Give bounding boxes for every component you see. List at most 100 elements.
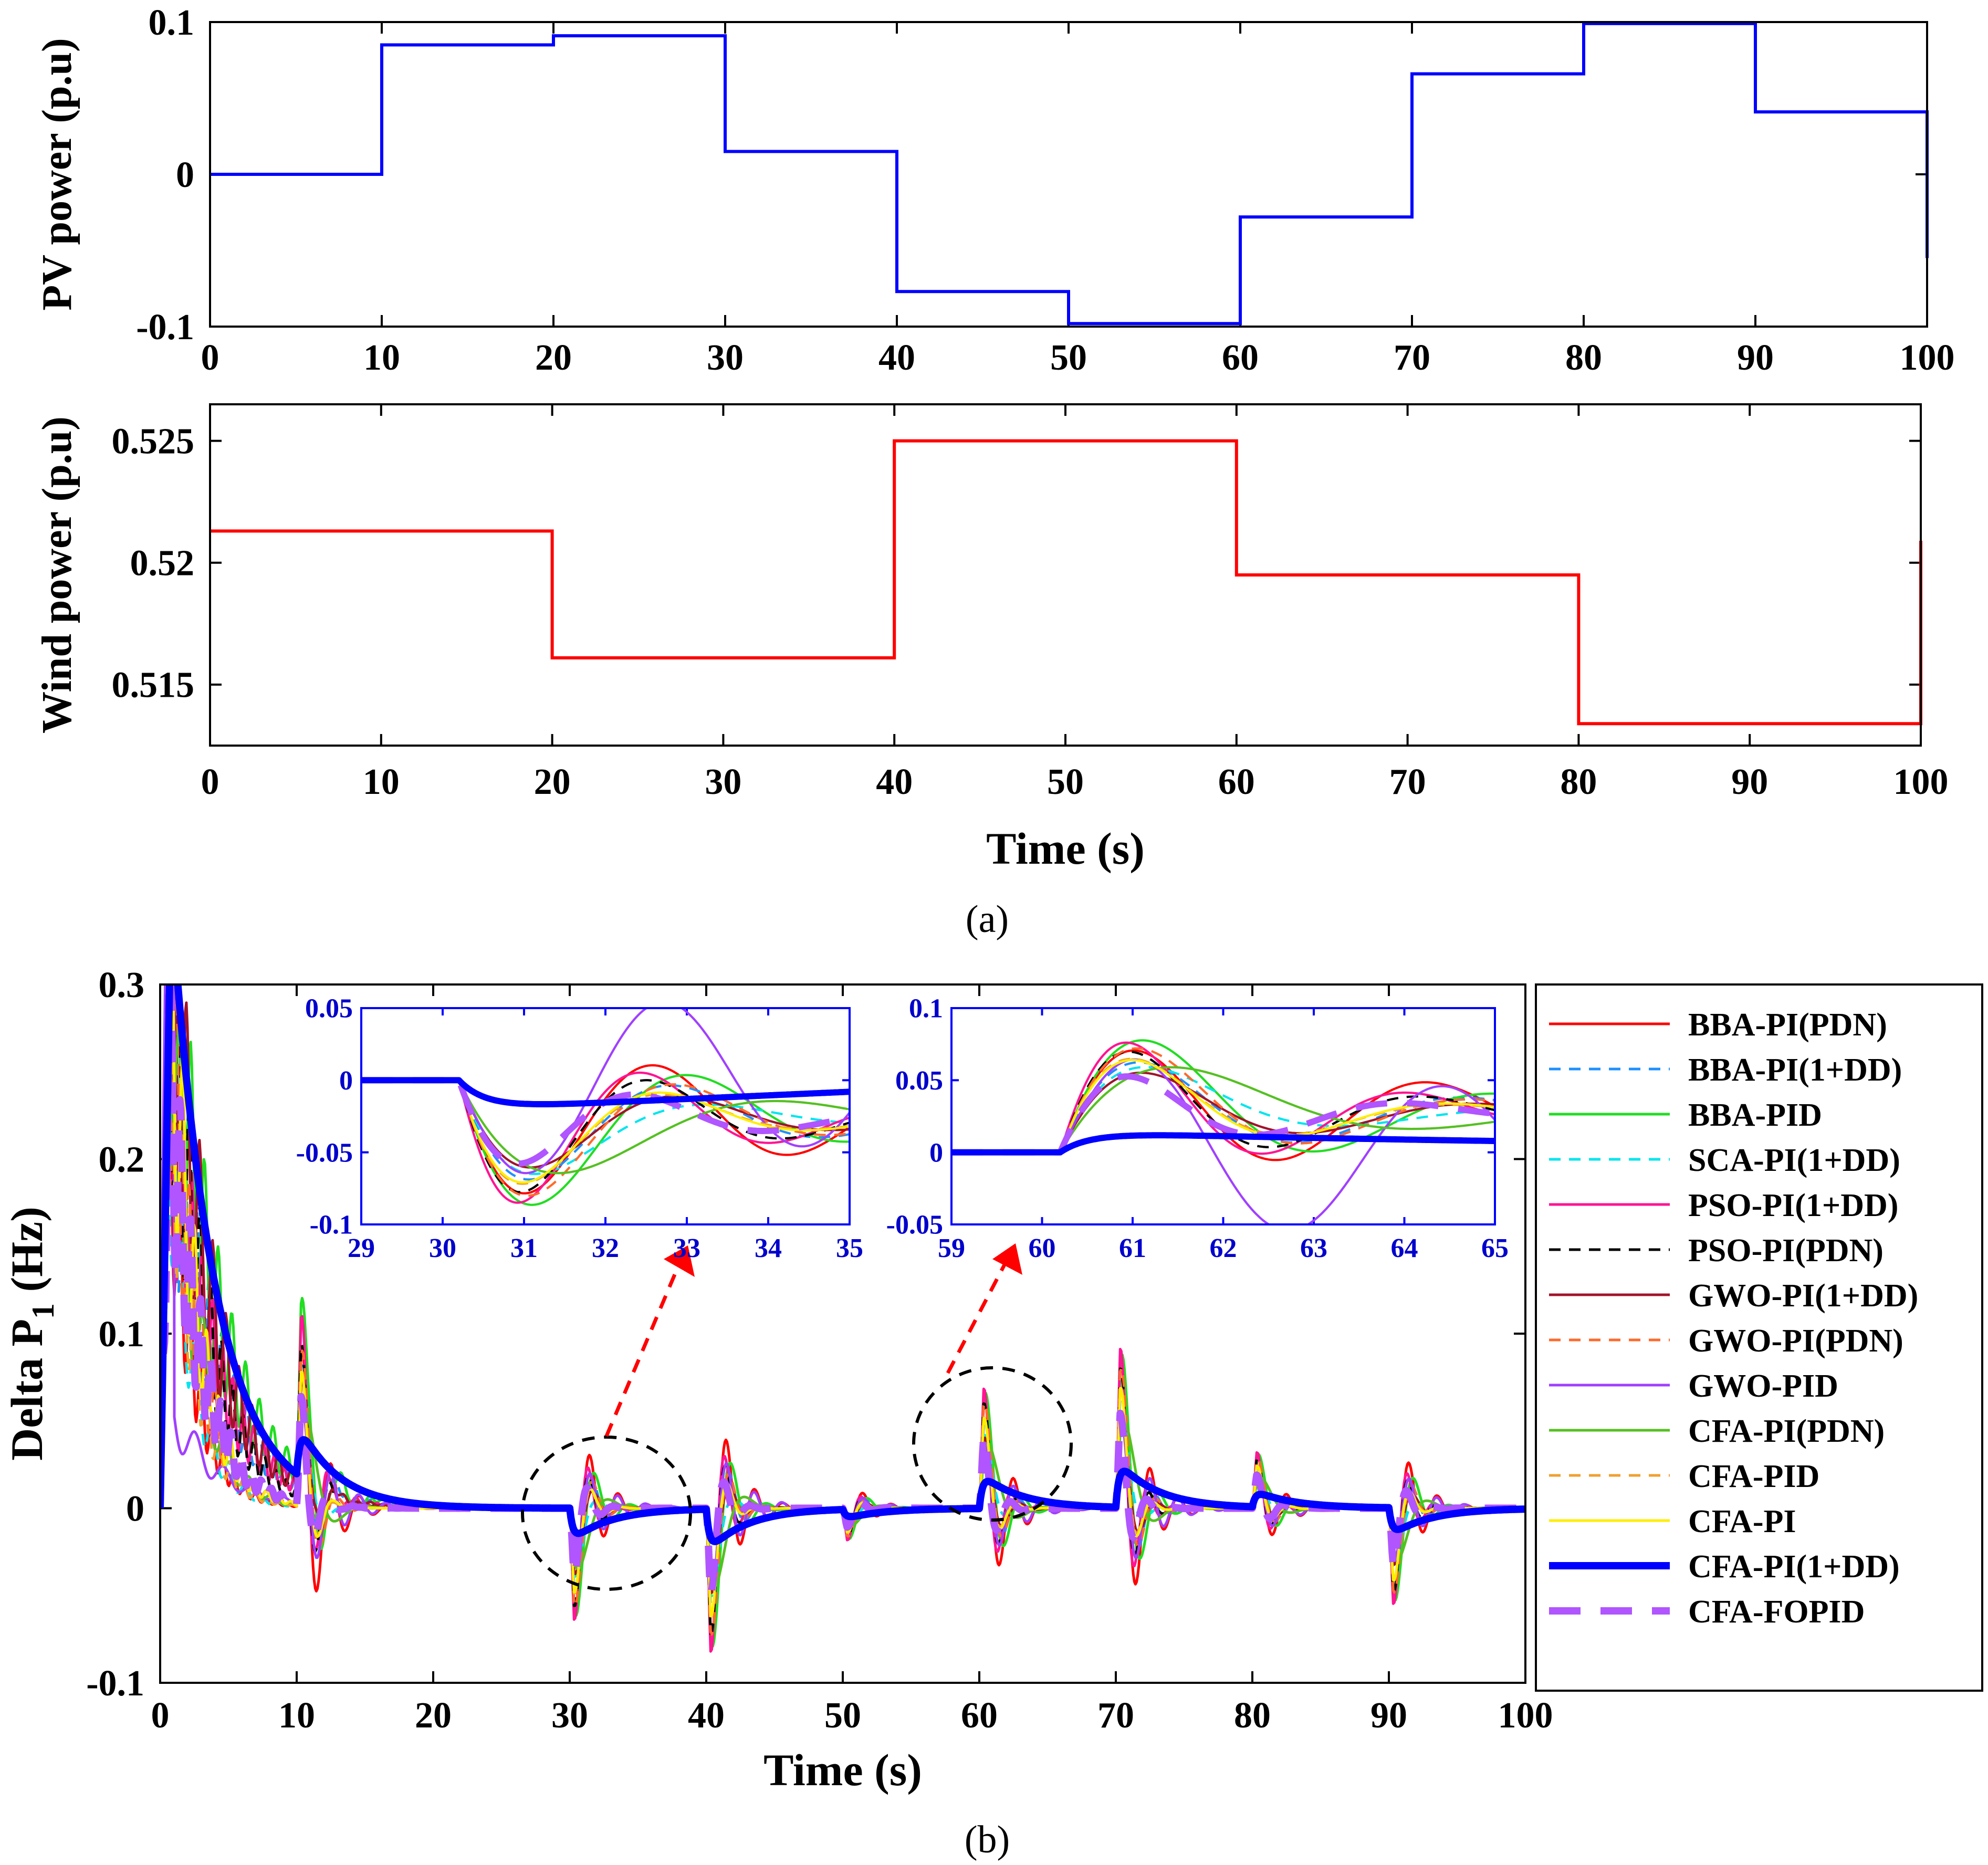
delta-xlabel: Time (s)	[763, 1745, 922, 1795]
pv-xtick-label: 0	[201, 338, 219, 378]
wind-xtick-label: 10	[363, 762, 400, 802]
series-cfa-pi-1-dd-	[160, 984, 1525, 1545]
inset2-series-cfa-pi-1-dd-	[951, 1132, 1495, 1156]
wind-xtick-label: 30	[705, 762, 741, 802]
wind-power-line	[210, 439, 1922, 726]
inset1-xtick-label: 32	[592, 1233, 619, 1263]
legend-label: GWO-PI(PDN)	[1688, 1323, 1903, 1359]
legend-item: CFA-PID	[1549, 1459, 1819, 1494]
wind-xtick-label: 70	[1389, 762, 1426, 802]
delta-xtick-label: 10	[278, 1695, 315, 1736]
inset2-ytick-label: 0	[929, 1138, 943, 1168]
caption-a: (a)	[966, 898, 1009, 941]
legend-item: GWO-PID	[1549, 1368, 1838, 1404]
delta-xtick-label: 80	[1234, 1695, 1271, 1736]
wind-xtick-label: 50	[1047, 762, 1084, 802]
legend-item: CFA-PI(PDN)	[1549, 1413, 1885, 1449]
pv-ylabel: PV power (p.u)	[34, 38, 80, 310]
pv-xtick-label: 50	[1050, 338, 1087, 378]
wind-ytick-label: 0.515	[112, 665, 195, 706]
delta-ytick-label: 0	[126, 1489, 144, 1529]
pv-plot-frame	[209, 21, 1928, 328]
legend-label: CFA-PID	[1688, 1459, 1819, 1494]
inset1-series-cfa-pi-1-dd-	[361, 1077, 850, 1107]
inset2-ytick-label: 0.05	[895, 1066, 943, 1096]
inset1-ytick-label: 0	[339, 1066, 353, 1096]
delta-xtick-label: 50	[824, 1695, 861, 1736]
legend-item: BBA-PI(PDN)	[1549, 1007, 1887, 1043]
wind-xtick-label: 40	[876, 762, 913, 802]
inset2-ytick-label: 0.1	[909, 994, 943, 1024]
legend-label: CFA-FOPID	[1688, 1594, 1865, 1630]
wind-xlabel: Time (s)	[986, 823, 1145, 874]
legend-item: PSO-PI(1+DD)	[1549, 1188, 1898, 1223]
legend-item: CFA-PI	[1549, 1504, 1796, 1539]
legend-label: GWO-PI(1+DD)	[1688, 1278, 1918, 1314]
legend-item: GWO-PI(1+DD)	[1549, 1278, 1918, 1314]
legend-item: BBA-PID	[1549, 1097, 1822, 1133]
series-bba-pid	[160, 984, 1525, 1648]
wind-power-chart: 0 10 20 30 40 50 60 70 80 90 100 0.515 0.52 0.525 Wi…	[34, 403, 1949, 874]
pv-xtick-label: 40	[878, 338, 915, 378]
legend-label: PSO-PI(PDN)	[1688, 1233, 1884, 1269]
inset2-frame	[950, 1007, 1496, 1225]
wind-xtick-label: 20	[534, 762, 571, 802]
legend-label: SCA-PI(1+DD)	[1688, 1143, 1900, 1178]
delta-xtick-label: 70	[1097, 1695, 1134, 1736]
delta-ytick-label: 0.2	[99, 1139, 145, 1180]
legend-item: CFA-FOPID	[1549, 1594, 1865, 1630]
wind-ylabel: Wind power (p.u)	[34, 416, 80, 734]
inset1-ytick-label: -0.1	[310, 1210, 353, 1240]
delta-ylabel: Delta P1 (Hz)	[2, 1207, 60, 1461]
inset2-xtick-label: 63	[1300, 1233, 1327, 1263]
delta-xtick-label: 20	[415, 1695, 452, 1736]
inset1-xtick-label: 31	[510, 1233, 538, 1263]
inset1-frame	[360, 1007, 851, 1225]
zoom-arrow-2-head	[992, 1243, 1022, 1275]
legend-item: CFA-PI(1+DD)	[1549, 1549, 1900, 1585]
pv-xtick-label: 100	[1900, 338, 1955, 378]
inset-zoom-29-35: 29 30 31 32 33 34 35 -0.1 -0.05 0 0.05	[296, 994, 863, 1263]
inset1-xtick-label: 35	[836, 1233, 863, 1263]
delta-ylabel-sub: 1	[26, 1303, 60, 1319]
delta-xtick-label: 30	[551, 1695, 588, 1736]
delta-xtick-label: 60	[961, 1695, 998, 1736]
inset2-xtick-label: 62	[1210, 1233, 1237, 1263]
caption-b: (b)	[965, 1818, 1010, 1861]
inset1-xtick-label: 33	[673, 1233, 700, 1263]
legend-label: BBA-PI(PDN)	[1688, 1007, 1887, 1043]
legend: BBA-PI(PDN) BBA-PI(1+DD) BBA-PID SCA-PI(1+D…	[1535, 983, 1983, 1692]
inset2-xtick-label: 61	[1119, 1233, 1146, 1263]
inset1-ytick-label: 0.05	[305, 994, 353, 1024]
pv-power-series	[210, 22, 1929, 326]
pv-xtick-label: 90	[1737, 338, 1774, 378]
legend-label: CFA-PI	[1688, 1504, 1796, 1539]
inset2-xtick-label: 65	[1481, 1233, 1509, 1263]
legend-item: GWO-PI(PDN)	[1549, 1323, 1903, 1359]
pv-xtick-label: 30	[707, 338, 744, 378]
wind-xtick-label: 90	[1731, 762, 1768, 802]
delta-series-group	[160, 984, 1525, 1653]
legend-box	[1535, 983, 1983, 1692]
inset2-series-cfa-fopid	[951, 1073, 1495, 1156]
inset1-xtick-label: 34	[755, 1233, 782, 1263]
pv-xtick-label: 60	[1222, 338, 1259, 378]
pv-xtick-label: 20	[535, 338, 572, 378]
delta-plot-frame	[159, 983, 1526, 1684]
inset-zoom-59-65: 59 60 61 62 63 64 65 -0.05 0 0.05 0.1	[886, 994, 1509, 1263]
pv-xtick-label: 70	[1394, 338, 1430, 378]
pv-xtick-label: 10	[363, 338, 400, 378]
inset2-xtick-label: 59	[938, 1233, 965, 1263]
zoom-arrow-1-head	[664, 1245, 695, 1277]
delta-xtick-label: 0	[151, 1695, 170, 1736]
pv-xtick-label: 80	[1565, 338, 1602, 378]
zoom-circle-1	[521, 1436, 692, 1591]
wind-xtick-label: 100	[1893, 762, 1949, 802]
zoom-circle-2	[912, 1366, 1073, 1522]
delta-ytick-label: 0.1	[99, 1314, 145, 1355]
legend-label: BBA-PID	[1688, 1097, 1822, 1133]
wind-xtick-label: 60	[1218, 762, 1255, 802]
inset2-xtick-label: 60	[1029, 1233, 1056, 1263]
inset2-ytick-label: -0.05	[886, 1210, 943, 1240]
wind-plot-frame	[209, 403, 1922, 747]
